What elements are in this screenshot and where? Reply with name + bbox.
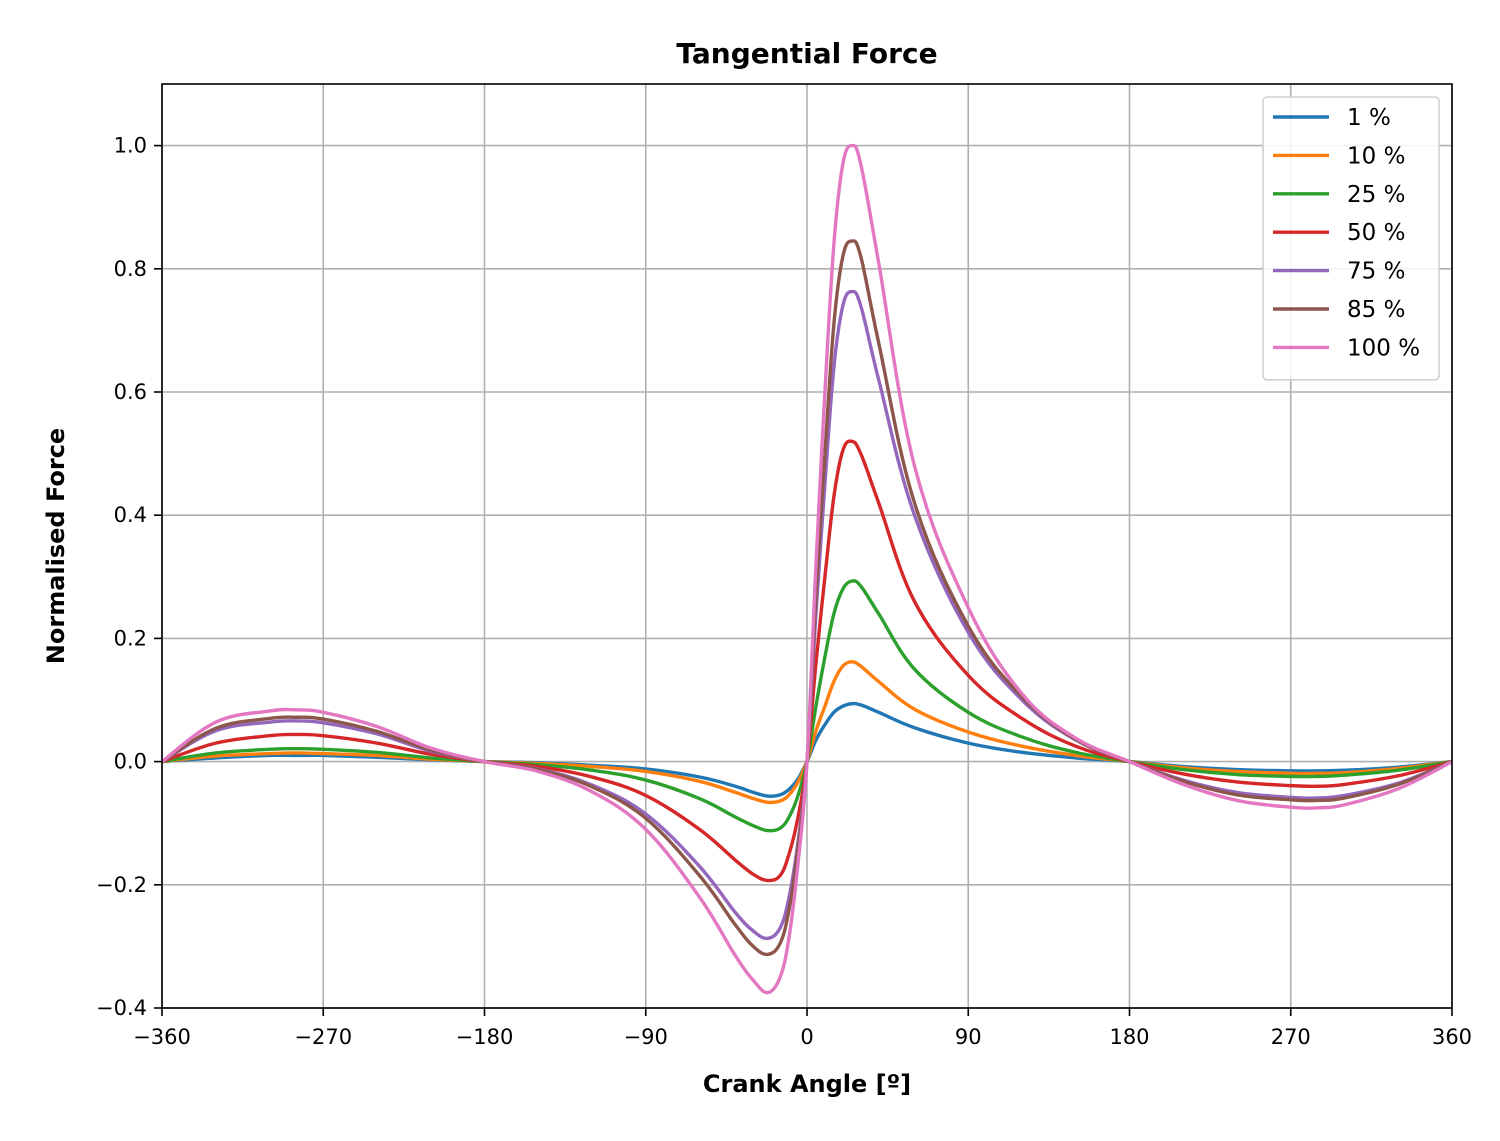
axis-ticks: −360 −270 −180 −90 0 90 180 270 360 −0.4 −0.2 0.0 0.…: [96, 134, 1472, 1049]
x-tick-label: 0: [800, 1025, 813, 1049]
legend-label: 100 %: [1347, 335, 1420, 361]
x-tick-label: −360: [133, 1025, 191, 1049]
legend-label: 50 %: [1347, 220, 1405, 246]
series-line-3: [161, 579, 1453, 833]
y-tick-label: 0.4: [114, 503, 147, 527]
x-tick-label: 360: [1432, 1025, 1472, 1049]
x-tick-label: 270: [1271, 1025, 1311, 1049]
y-tick-label: 0.8: [114, 257, 147, 281]
y-tick-label: 0.0: [114, 750, 147, 774]
y-tick-label: −0.2: [96, 873, 147, 897]
y-tick-label: 0.6: [114, 380, 147, 404]
x-tick-label: −90: [624, 1025, 668, 1049]
x-tick-label: −180: [456, 1025, 514, 1049]
y-tick-label: 1.0: [114, 134, 147, 158]
series-line-7: [160, 143, 1453, 995]
x-tick-label: 180: [1109, 1025, 1149, 1049]
y-tick-label: −0.4: [96, 996, 147, 1020]
legend-label: 25 %: [1347, 182, 1405, 208]
y-tick-label: 0.2: [114, 626, 147, 650]
legend-label: 85 %: [1347, 297, 1405, 323]
legend-label: 75 %: [1347, 259, 1405, 285]
series-line-4: [161, 439, 1453, 883]
legend: 1 % 10 % 25 % 50 % 75 % 85 % 100 %: [1262, 96, 1440, 381]
chart-title: Tangential Force: [676, 37, 937, 70]
legend-label: 10 %: [1347, 143, 1405, 169]
x-tick-label: −270: [294, 1025, 352, 1049]
y-axis-title: Normalised Force: [42, 428, 70, 664]
x-tick-label: 90: [955, 1025, 982, 1049]
plot-lines: [160, 143, 1453, 995]
legend-label: 1 %: [1347, 105, 1391, 131]
x-axis-title: Crank Angle [º]: [703, 1070, 911, 1098]
